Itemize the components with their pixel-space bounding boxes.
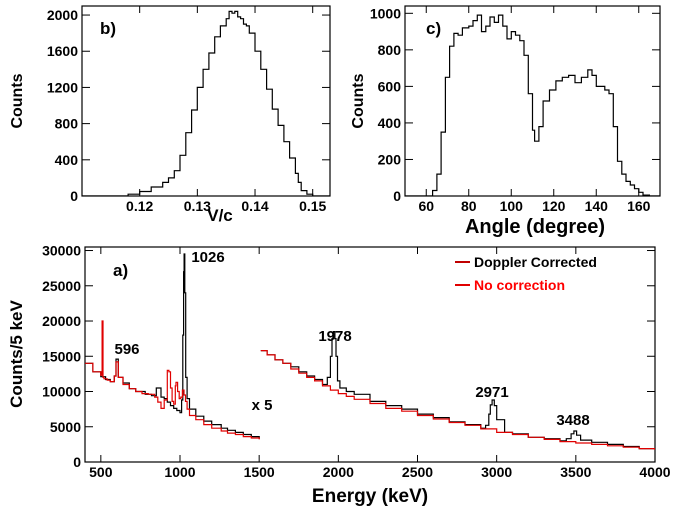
series-group <box>82 10 330 196</box>
panel-a-energy-spectrum: 500 1000 1500 2000 2500 3000 3500 4000 0 5000 1000… <box>7 243 671 507</box>
y-tick-label: 10000 <box>42 384 81 400</box>
panel-label: c) <box>426 19 441 38</box>
peak-annotation: 1978 <box>318 328 351 345</box>
y-tick-label: 0 <box>73 454 81 470</box>
peak-annotation: 1026 <box>191 249 224 266</box>
panel-b-velocity-histogram: 0.12 0.13 0.14 0.15 0 400 800 1200 1600 2000 V/c Co… <box>9 5 331 225</box>
y-tick-label: 800 <box>55 116 79 132</box>
x-tick-label: 2000 <box>323 464 354 480</box>
x-tick-label: 80 <box>461 198 477 214</box>
y-tick-label: 20000 <box>42 313 81 329</box>
y-tick-label: 1600 <box>47 43 78 59</box>
series-line-3 <box>260 350 655 450</box>
x-tick-label: 0.14 <box>241 198 268 214</box>
plot-frame <box>404 5 661 197</box>
x-tick-label: 3500 <box>560 464 591 480</box>
y-tick-label: 30000 <box>42 243 81 259</box>
x-axis-label: Angle (degree) <box>465 216 605 238</box>
x-tick-label: 100 <box>500 198 524 214</box>
y-axis-label: Counts <box>9 73 26 128</box>
x-tick-label: 60 <box>418 198 434 214</box>
y-tick-label: 200 <box>378 151 402 167</box>
y-tick-label: 400 <box>55 152 79 168</box>
legend-label: Doppler Corrected <box>474 254 597 270</box>
y-tick-label: 800 <box>378 42 402 58</box>
peak-annotation: 3488 <box>556 412 589 429</box>
panel-label: b) <box>100 19 116 38</box>
series-line-2 <box>85 320 260 440</box>
series-group <box>85 253 655 450</box>
series-line-1 <box>260 331 655 450</box>
panel-label: a) <box>113 261 128 280</box>
y-tick-label: 400 <box>378 115 402 131</box>
y-tick-label: 0 <box>70 188 78 204</box>
series-line-0 <box>85 253 260 439</box>
y-tick-label: 0 <box>393 188 401 204</box>
x-tick-label: 160 <box>627 198 651 214</box>
peak-annotation: x 5 <box>252 397 273 414</box>
y-tick-label: 25000 <box>42 278 81 294</box>
x-tick-label: 0.15 <box>299 198 326 214</box>
legend-label: No correction <box>474 277 565 293</box>
plot-frame <box>81 5 331 197</box>
series-line-0 <box>82 10 330 196</box>
y-tick-label: 1000 <box>370 5 401 21</box>
y-tick-label: 1200 <box>47 79 78 95</box>
y-tick-label: 15000 <box>42 348 81 364</box>
x-axis-label: Energy (keV) <box>312 486 428 507</box>
x-axis-label: V/c <box>207 206 233 225</box>
x-tick-label: 0.13 <box>184 198 211 214</box>
y-axis-label: Counts <box>350 73 367 128</box>
x-tick-label: 500 <box>89 464 113 480</box>
series-group <box>405 14 660 196</box>
y-tick-label: 2000 <box>47 7 78 23</box>
x-tick-label: 4000 <box>639 464 670 480</box>
x-tick-label: 2500 <box>402 464 433 480</box>
y-axis-label: Counts/5 keV <box>7 299 26 407</box>
y-tick-label: 600 <box>378 78 402 94</box>
series-line-0 <box>405 14 660 196</box>
peak-annotation: 596 <box>114 341 139 358</box>
y-tick-label: 5000 <box>50 419 81 435</box>
panel-c-angle-histogram: 60 80 100 120 140 160 0 200 400 600 800 1000 Angle (… <box>350 5 661 238</box>
x-tick-label: 120 <box>542 198 566 214</box>
x-tick-label: 0.12 <box>126 198 153 214</box>
peak-annotation: 2971 <box>475 384 508 401</box>
x-tick-label: 1000 <box>164 464 195 480</box>
x-tick-label: 1500 <box>244 464 275 480</box>
plot-frame <box>84 246 656 463</box>
x-tick-label: 3000 <box>481 464 512 480</box>
x-tick-label: 140 <box>585 198 609 214</box>
